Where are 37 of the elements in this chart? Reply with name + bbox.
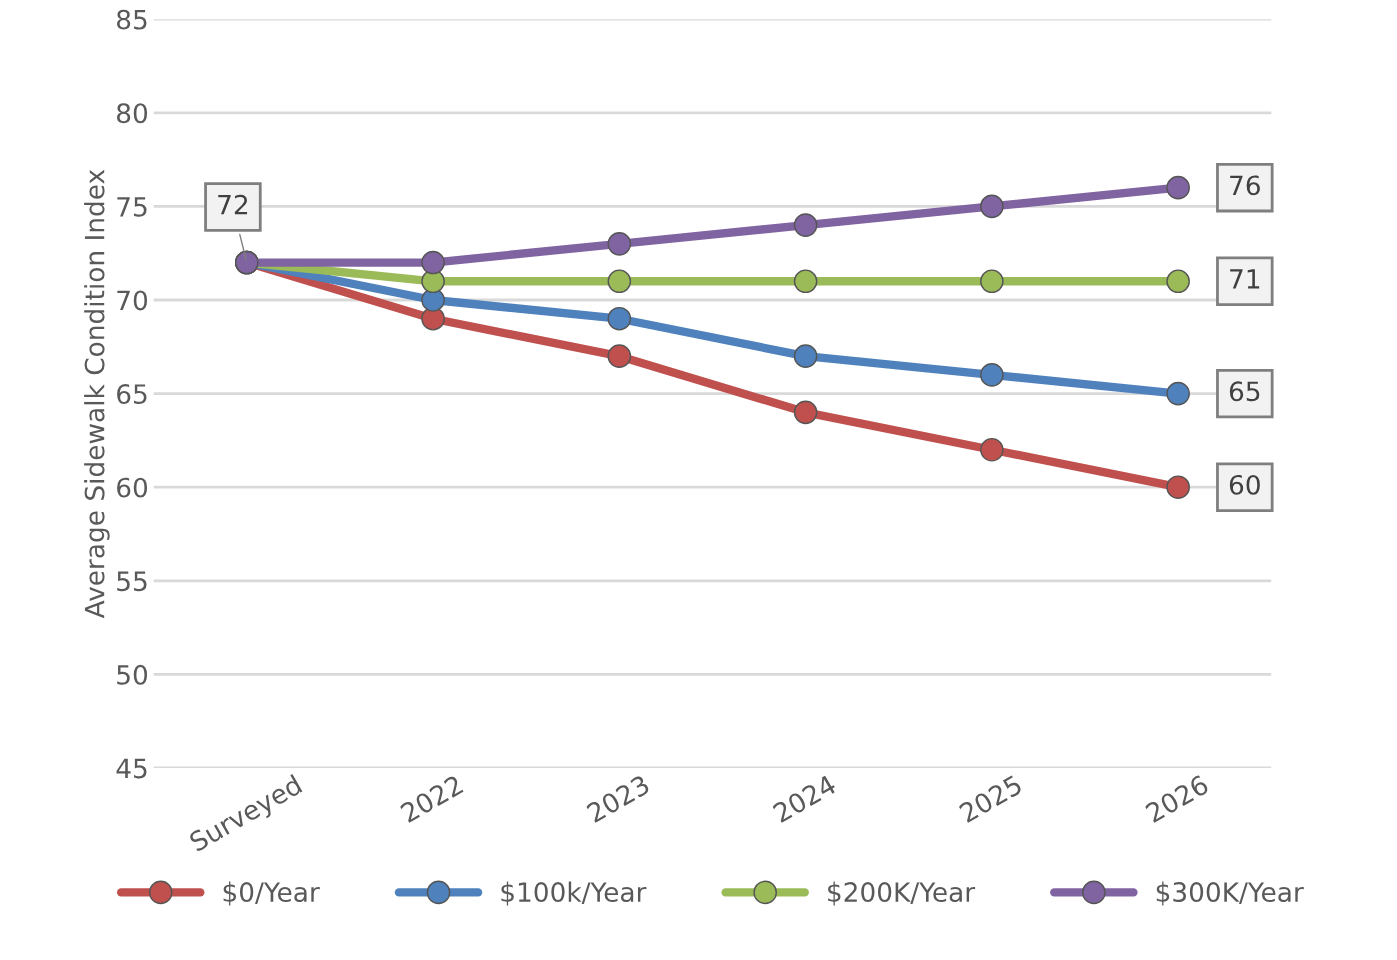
point bbox=[607, 306, 632, 331]
point bbox=[607, 269, 632, 294]
y-tick-label: 60 bbox=[117, 477, 148, 498]
y-tick-label: 80 bbox=[117, 103, 148, 124]
y-tick-label: 65 bbox=[117, 384, 147, 404]
legend-label: $100k/Year bbox=[501, 881, 647, 906]
annotation: 71 bbox=[1230, 269, 1260, 289]
point bbox=[421, 269, 445, 294]
y-tick-label: 55 bbox=[117, 571, 147, 592]
y-axis-title: Average Sidewalk Condition Index bbox=[84, 169, 110, 619]
legend-label: $300K/Year bbox=[1156, 881, 1304, 906]
annotation: 72 bbox=[218, 194, 248, 215]
annotation: 60 bbox=[1229, 474, 1260, 495]
point bbox=[607, 232, 632, 256]
y-tick-label: 50 bbox=[117, 664, 148, 685]
point bbox=[793, 344, 818, 368]
point bbox=[1166, 475, 1190, 500]
y-tick-label: 45 bbox=[116, 758, 147, 779]
point bbox=[1166, 269, 1190, 294]
y-tick-label: 70 bbox=[117, 290, 148, 311]
point bbox=[980, 363, 1004, 387]
y-tick-label: 75 bbox=[117, 197, 147, 217]
point bbox=[421, 250, 445, 275]
point bbox=[793, 269, 818, 294]
point bbox=[1166, 175, 1190, 200]
legend-label: $200K/Year bbox=[828, 881, 976, 906]
y-tick-label: 85 bbox=[117, 9, 147, 30]
annotation: 65 bbox=[1229, 381, 1260, 402]
point bbox=[980, 437, 1004, 462]
annotation: 76 bbox=[1230, 175, 1260, 196]
point bbox=[1166, 381, 1190, 406]
point bbox=[793, 213, 818, 237]
point bbox=[607, 344, 632, 368]
point bbox=[980, 269, 1004, 294]
point bbox=[980, 194, 1004, 219]
point bbox=[793, 400, 818, 425]
legend-label: $0/Year bbox=[223, 881, 320, 906]
